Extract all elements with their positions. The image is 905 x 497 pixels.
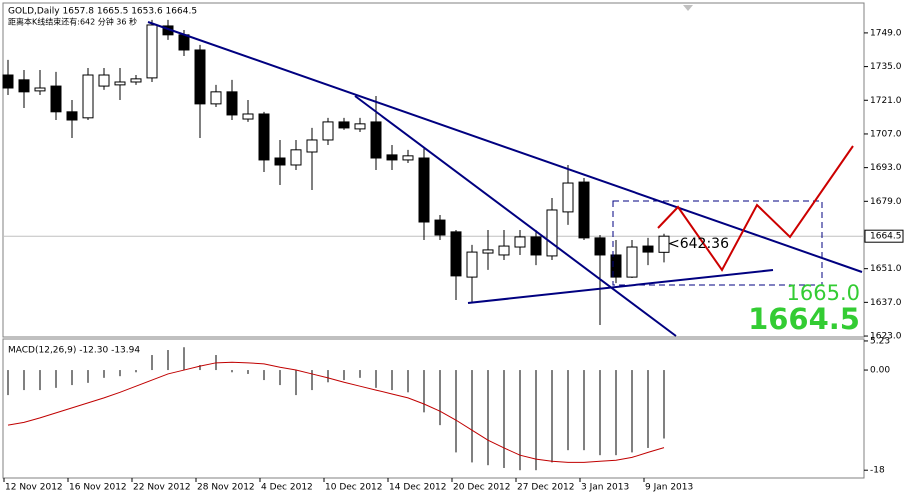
candle-body	[578, 181, 590, 239]
y-tick-label: 1749.0	[870, 28, 902, 38]
y-tick-label: 1707.0	[870, 129, 902, 139]
trend-line	[354, 95, 677, 337]
candle-body	[418, 157, 430, 223]
candle-body	[210, 91, 222, 105]
x-tick-label: 12 Nov 2012	[5, 483, 63, 493]
bid-price: 1664.5	[748, 302, 860, 336]
candle-body	[146, 24, 158, 79]
candle-body	[594, 237, 606, 256]
candle-body	[482, 249, 494, 254]
candle-body	[34, 87, 46, 92]
candle-body	[370, 121, 382, 159]
candle-body	[98, 74, 110, 87]
candle-body	[338, 121, 350, 129]
y-tick-label: 1735.0	[870, 62, 902, 72]
drawings	[147, 21, 863, 337]
x-tick-label: 20 Dec 2012	[453, 483, 511, 493]
x-tick-label: 28 Nov 2012	[197, 483, 255, 493]
candle-body	[18, 79, 30, 93]
candle-body	[322, 121, 334, 141]
candle-body	[290, 149, 302, 166]
y-tick-label: 5.23	[870, 336, 890, 346]
candle-body	[450, 231, 462, 277]
candle-body	[562, 182, 574, 213]
x-tick-label: 27 Dec 2012	[517, 483, 575, 493]
x-tick-label: 16 Nov 2012	[69, 483, 127, 493]
candle-body	[466, 251, 478, 278]
price-panel	[2, 2, 865, 338]
macd-title: MACD(12,26,9) -12.30 -13.94	[8, 346, 140, 356]
candle-body	[402, 155, 414, 161]
candle-body	[626, 246, 638, 278]
candle-body	[514, 236, 526, 248]
candle-body	[498, 245, 510, 256]
candle-body	[82, 74, 94, 119]
trend-line	[467, 269, 774, 304]
x-tick-label: 9 Jan 2013	[645, 483, 693, 493]
current-price-label: 1664.5	[870, 232, 902, 242]
candle-body	[642, 245, 654, 253]
price-box	[864, 229, 904, 243]
chart-subtitle: 距离本K线结束还有:642 分钟 36 秒	[8, 17, 137, 27]
candle-body	[114, 81, 126, 86]
candle-body	[242, 113, 254, 120]
x-tick-label: 10 Dec 2012	[325, 483, 383, 493]
y-tick-label: 1623.0	[870, 332, 902, 342]
shift-marker	[683, 5, 693, 11]
candle-body	[658, 235, 670, 253]
y-tick-label: 0.00	[870, 366, 890, 376]
projection-box	[612, 200, 823, 286]
candle-body	[610, 254, 622, 278]
candle-body	[434, 219, 446, 236]
countdown-label: <642:36	[668, 236, 729, 252]
y-tick-label: 1693.0	[870, 163, 902, 173]
chart-title: GOLD,Daily 1657.8 1665.5 1653.6 1664.5	[8, 7, 197, 17]
y-tick-label: 1651.0	[870, 264, 902, 274]
candle-body	[226, 91, 238, 116]
y-tick-label: 1637.0	[870, 298, 902, 308]
candle-body	[546, 209, 558, 257]
projection-path	[657, 145, 854, 272]
candle-body	[354, 123, 366, 130]
x-tick-label: 22 Nov 2012	[133, 483, 191, 493]
candle-body	[178, 34, 190, 51]
y-tick-label: -18	[870, 466, 885, 476]
signal-line	[7, 361, 665, 463]
x-tick-label: 3 Jan 2013	[581, 483, 629, 493]
candle-body	[306, 139, 318, 153]
candle-body	[274, 157, 286, 166]
candle-body	[130, 78, 142, 83]
candle-body	[50, 85, 62, 113]
candle-body	[194, 49, 206, 105]
y-tick-label: 1679.0	[870, 197, 902, 207]
candle-body	[530, 236, 542, 256]
x-tick-label: 4 Dec 2012	[261, 483, 313, 493]
candle-body	[2, 74, 14, 89]
candle-body	[258, 113, 270, 161]
x-tick-label: 14 Dec 2012	[389, 483, 447, 493]
y-tick-label: 1721.0	[870, 96, 902, 106]
candle-body	[386, 154, 398, 161]
ask-price: 1665.0	[787, 281, 860, 305]
candle-body	[66, 111, 78, 121]
